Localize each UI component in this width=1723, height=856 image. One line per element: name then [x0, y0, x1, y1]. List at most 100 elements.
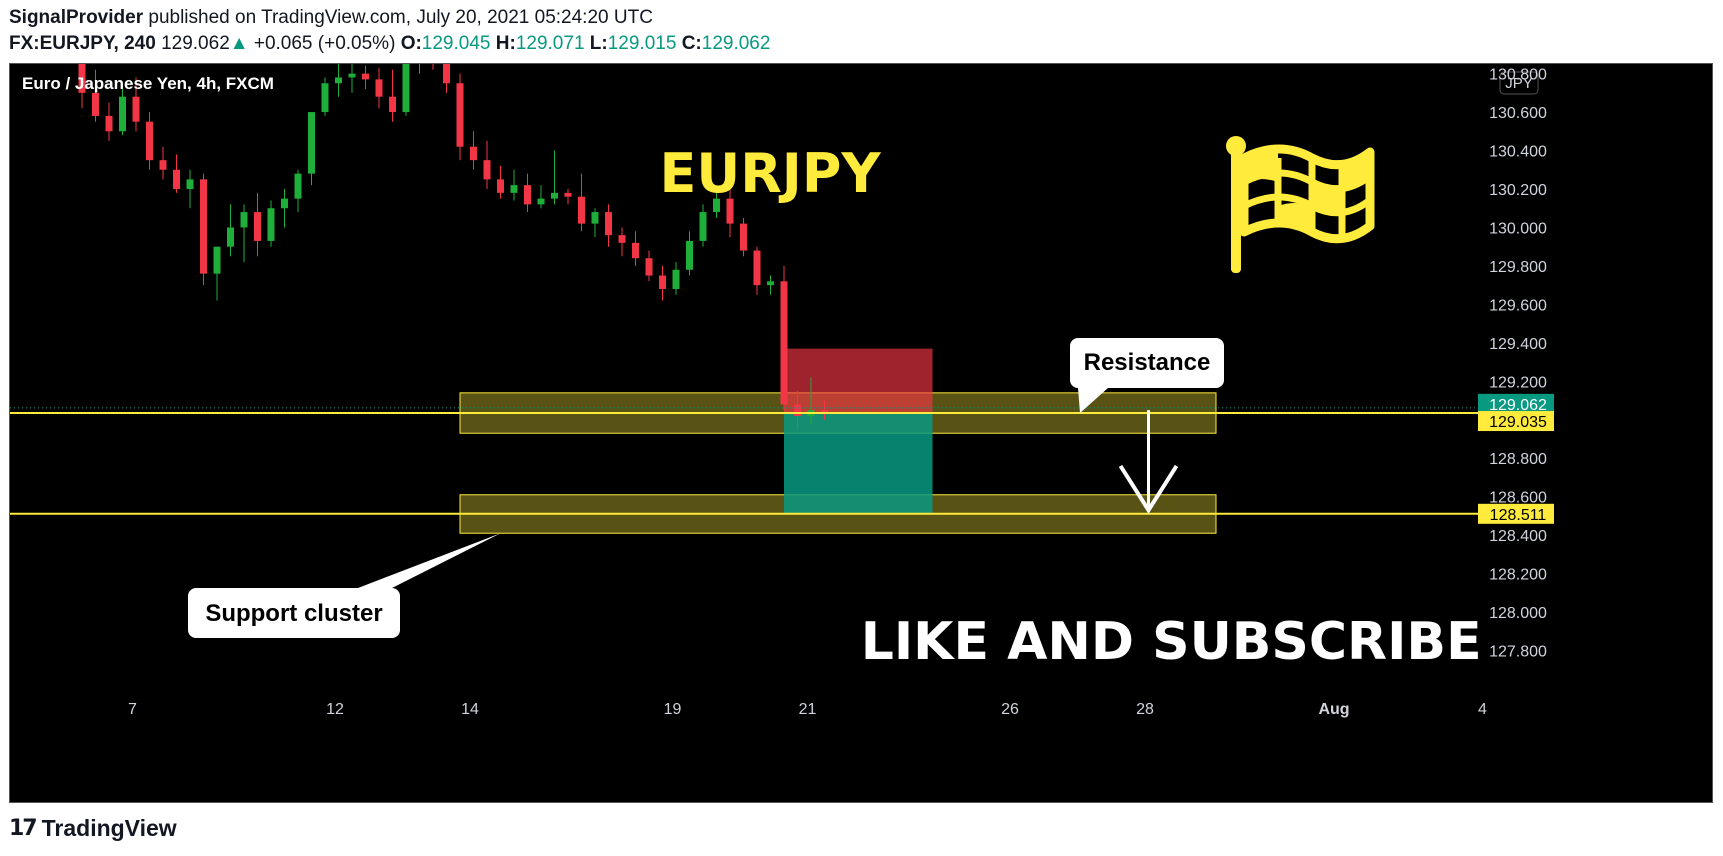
- candle[interactable]: [173, 169, 180, 189]
- candle[interactable]: [591, 212, 599, 224]
- candle[interactable]: [740, 223, 747, 251]
- candle[interactable]: [578, 196, 585, 224]
- take-profit-box[interactable]: [784, 413, 933, 514]
- y-tick-label: 127.800: [1489, 644, 1547, 661]
- author-name[interactable]: SignalProvider: [9, 7, 144, 28]
- candle[interactable]: [483, 160, 491, 180]
- price-axis[interactable]: [1478, 64, 1713, 803]
- change-value: +0.065 (+0.05%): [253, 33, 396, 54]
- candle[interactable]: [281, 198, 288, 209]
- candle[interactable]: [402, 64, 410, 113]
- candle[interactable]: [470, 146, 477, 161]
- candle[interactable]: [146, 121, 153, 161]
- close-value: 129.062: [701, 33, 771, 54]
- candle[interactable]: [132, 96, 140, 122]
- y-tick-label: 128.800: [1489, 451, 1547, 468]
- y-tick-label: 129.800: [1489, 259, 1547, 276]
- x-tick-label: 12: [326, 701, 344, 718]
- candle[interactable]: [92, 92, 99, 116]
- tradingview-logo-icon: 17: [9, 816, 38, 841]
- candle[interactable]: [753, 250, 761, 286]
- y-tick-label: 128.400: [1489, 528, 1547, 545]
- close-label: C:: [681, 33, 702, 54]
- candle[interactable]: [159, 160, 167, 170]
- publication-line: SignalProvider published on TradingView.…: [9, 6, 770, 30]
- high-value: 129.071: [515, 33, 585, 54]
- open-value: 129.045: [421, 33, 491, 54]
- currency-badge-label: JPY: [1505, 75, 1533, 92]
- candle[interactable]: [362, 73, 369, 80]
- publication-header: SignalProvider published on TradingView.…: [9, 6, 770, 56]
- candle[interactable]: [254, 212, 261, 241]
- support-callout[interactable]: [188, 588, 400, 638]
- candle[interactable]: [105, 115, 113, 132]
- price-label-tag: [1478, 393, 1554, 414]
- support-callout-pointer: [358, 533, 501, 588]
- symbol-line: FX:EURJPY, 240 129.062▲ +0.065 (+0.05%) …: [9, 32, 770, 56]
- resistance-callout-label: Resistance: [1084, 349, 1211, 376]
- y-tick-label: 130.000: [1489, 220, 1547, 237]
- candle[interactable]: [659, 275, 666, 289]
- candle[interactable]: [510, 185, 518, 193]
- x-tick-label: 21: [799, 701, 817, 718]
- candle[interactable]: [564, 192, 572, 197]
- y-tick-label: 129.400: [1489, 336, 1547, 353]
- low-value: 129.015: [607, 33, 677, 54]
- candle[interactable]: [821, 410, 828, 413]
- support-callout-label: Support cluster: [205, 600, 382, 627]
- candle[interactable]: [375, 79, 383, 97]
- footer-brand[interactable]: 17 TradingView: [9, 815, 177, 842]
- candle[interactable]: [213, 246, 221, 274]
- candle[interactable]: [537, 198, 545, 205]
- candle[interactable]: [524, 185, 531, 205]
- candle[interactable]: [645, 258, 653, 276]
- candle[interactable]: [618, 235, 626, 243]
- candle[interactable]: [780, 281, 788, 405]
- price-label-tag: [1478, 411, 1554, 432]
- chart-panel[interactable]: Resistance Support cluster Euro / Japanese…: [9, 63, 1713, 803]
- resistance-callout[interactable]: [1070, 338, 1224, 388]
- candle[interactable]: [335, 77, 342, 84]
- candle[interactable]: [267, 208, 275, 241]
- candle[interactable]: [713, 198, 720, 213]
- y-tick-label: 130.800: [1489, 67, 1547, 84]
- price-label-value: 128.511: [1490, 507, 1547, 524]
- candle[interactable]: [726, 198, 734, 224]
- candle[interactable]: [186, 179, 194, 189]
- candle[interactable]: [767, 281, 774, 286]
- down-arrow-icon[interactable]: [1118, 464, 1179, 514]
- candle[interactable]: [348, 73, 356, 78]
- candle[interactable]: [456, 83, 464, 147]
- candle[interactable]: [308, 112, 315, 174]
- candle[interactable]: [294, 173, 302, 199]
- instrument-label: Euro / Japanese Yen, 4h, FXCM: [22, 74, 274, 93]
- x-tick-label: 28: [1136, 701, 1154, 718]
- candle[interactable]: [227, 227, 234, 247]
- y-tick-label: 129.600: [1489, 297, 1547, 314]
- candle[interactable]: [672, 269, 680, 289]
- published-text: published on TradingView.com, July 20, 2…: [143, 7, 653, 28]
- candle[interactable]: [794, 404, 801, 416]
- y-tick-label: 128.200: [1489, 567, 1547, 584]
- candle[interactable]: [240, 212, 248, 228]
- candle[interactable]: [389, 96, 396, 113]
- price-chart[interactable]: Resistance Support cluster Euro / Japanese…: [10, 64, 1713, 803]
- candle[interactable]: [632, 242, 639, 259]
- x-tick-label: 19: [664, 701, 682, 718]
- candle[interactable]: [699, 212, 707, 241]
- candle[interactable]: [551, 192, 558, 199]
- change-up-icon: ▲: [229, 33, 249, 54]
- candle[interactable]: [443, 64, 450, 84]
- candle[interactable]: [497, 179, 504, 193]
- x-tick-label: Aug: [1318, 701, 1349, 718]
- candle[interactable]: [321, 83, 329, 113]
- symbol-label: FX:EURJPY, 240: [9, 33, 156, 54]
- candle[interactable]: [686, 240, 693, 270]
- candle[interactable]: [605, 212, 612, 236]
- brand-name: TradingView: [41, 815, 177, 841]
- stop-loss-box[interactable]: [784, 348, 933, 414]
- candle[interactable]: [78, 64, 86, 93]
- candle[interactable]: [119, 96, 126, 132]
- candle[interactable]: [200, 179, 207, 274]
- high-label: H:: [495, 33, 516, 54]
